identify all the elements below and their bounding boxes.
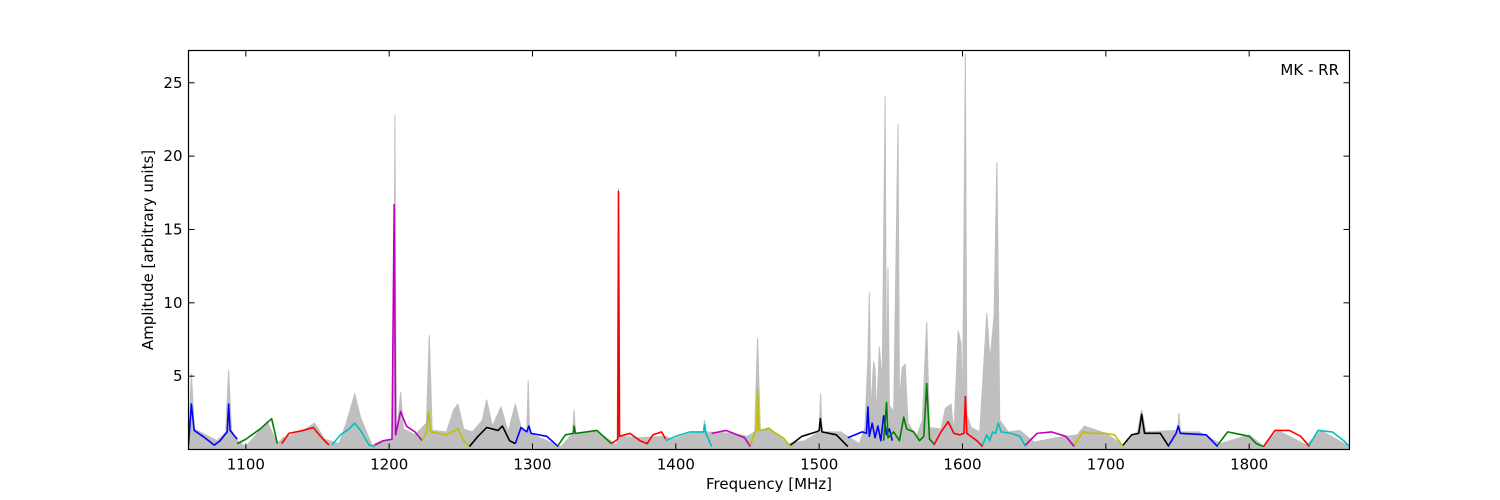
y-tick-label: 5 xyxy=(173,367,183,385)
series-line-5 xyxy=(374,203,423,446)
x-tick-label: 1100 xyxy=(227,456,265,474)
series-line-25 xyxy=(1308,429,1350,448)
series-line-1 xyxy=(188,403,238,446)
series-line-4 xyxy=(331,422,376,448)
series-line-16 xyxy=(882,382,935,445)
y-axis-label: Amplitude [arbitrary units] xyxy=(139,150,157,350)
series-line-3 xyxy=(281,426,330,446)
x-tick-label: 1800 xyxy=(1230,456,1268,474)
series-line-12 xyxy=(711,429,752,448)
x-tick-label: 1500 xyxy=(800,456,838,474)
y-tick-label: 20 xyxy=(163,147,182,165)
x-tick-label: 1600 xyxy=(943,456,981,474)
series-line-11 xyxy=(665,423,713,447)
x-tick-label: 1700 xyxy=(1087,456,1125,474)
series-line-21 xyxy=(1122,413,1170,448)
plot-frame xyxy=(187,49,1351,451)
corner-annotation: MK - RR xyxy=(1280,61,1339,79)
y-tick-label: 15 xyxy=(163,220,182,238)
plot-area xyxy=(188,53,1350,450)
series-line-6 xyxy=(421,410,471,448)
series-line-18 xyxy=(981,422,1027,447)
series-line-23 xyxy=(1216,431,1264,448)
series-line-14 xyxy=(790,417,849,448)
x-tick-label: 1300 xyxy=(513,456,551,474)
series-line-20 xyxy=(1073,431,1124,448)
series-line-24 xyxy=(1262,429,1310,448)
series-line-15 xyxy=(847,406,894,442)
x-axis-label: Frequency [MHz] xyxy=(706,475,832,493)
y-tick-label: 10 xyxy=(163,294,182,312)
series-line-10 xyxy=(610,190,667,445)
axis-ticks: 1100 1200 1300 1400 1500 1600 1700 1800 5 10 15 20 2… xyxy=(163,50,1350,474)
series-line-17 xyxy=(933,395,984,448)
series-line-22 xyxy=(1168,425,1219,448)
series-line-19 xyxy=(1024,431,1075,448)
series-line-7 xyxy=(468,425,516,448)
series-line-2 xyxy=(236,417,279,445)
series-line-9 xyxy=(557,425,612,446)
y-tick-label: 25 xyxy=(163,74,182,92)
background-spectrum xyxy=(188,53,1350,450)
series-line-13 xyxy=(749,388,792,448)
series-line-8 xyxy=(514,425,559,448)
x-tick-label: 1200 xyxy=(370,456,408,474)
x-tick-label: 1400 xyxy=(657,456,695,474)
